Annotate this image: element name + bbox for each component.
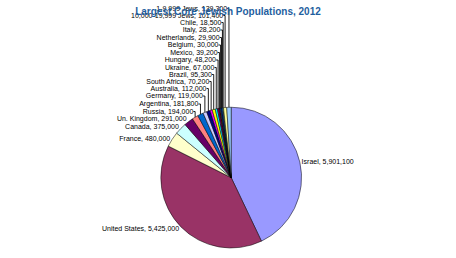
svg-text:Italy, 28,200: Italy, 28,200 [183,26,221,34]
svg-text:10,000-19,999 Jews, 101,400: 10,000-19,999 Jews, 101,400 [131,12,223,19]
svg-text:Hungary, 48,200: Hungary, 48,200 [165,56,216,64]
svg-text:Largest Core Jewish Population: Largest Core Jewish Populations, 2012 [135,6,321,17]
svg-text:Mexico, 39,200: Mexico, 39,200 [170,49,218,56]
svg-text:Chile, 18,500: Chile, 18,500 [180,19,221,26]
svg-text:France, 480,000: France, 480,000 [119,135,170,142]
svg-text:Russia, 194,000: Russia, 194,000 [143,108,194,115]
svg-text:Belgium, 30,000: Belgium, 30,000 [168,41,219,49]
svg-text:1-9,999 Jews, 139,300: 1-9,999 Jews, 139,300 [156,5,227,12]
svg-text:United States, 5,425,000: United States, 5,425,000 [102,225,179,232]
svg-text:South Africa, 70,200: South Africa, 70,200 [146,78,209,85]
svg-text:Un. Kingdom, 291,000: Un. Kingdom, 291,000 [117,115,187,123]
svg-text:Israel, 5,901,100: Israel, 5,901,100 [302,158,354,165]
svg-text:Brazil, 95,300: Brazil, 95,300 [169,71,212,78]
svg-text:Netherlands, 29,900: Netherlands, 29,900 [157,34,220,41]
svg-text:Argentina, 181,800: Argentina, 181,800 [139,100,198,108]
svg-text:Germany, 119,000: Germany, 119,000 [146,92,203,100]
svg-text:Australia, 112,000: Australia, 112,000 [151,85,207,92]
svg-text:Ukraine, 67,000: Ukraine, 67,000 [165,64,215,71]
svg-text:Canada, 375,000: Canada, 375,000 [125,123,179,130]
